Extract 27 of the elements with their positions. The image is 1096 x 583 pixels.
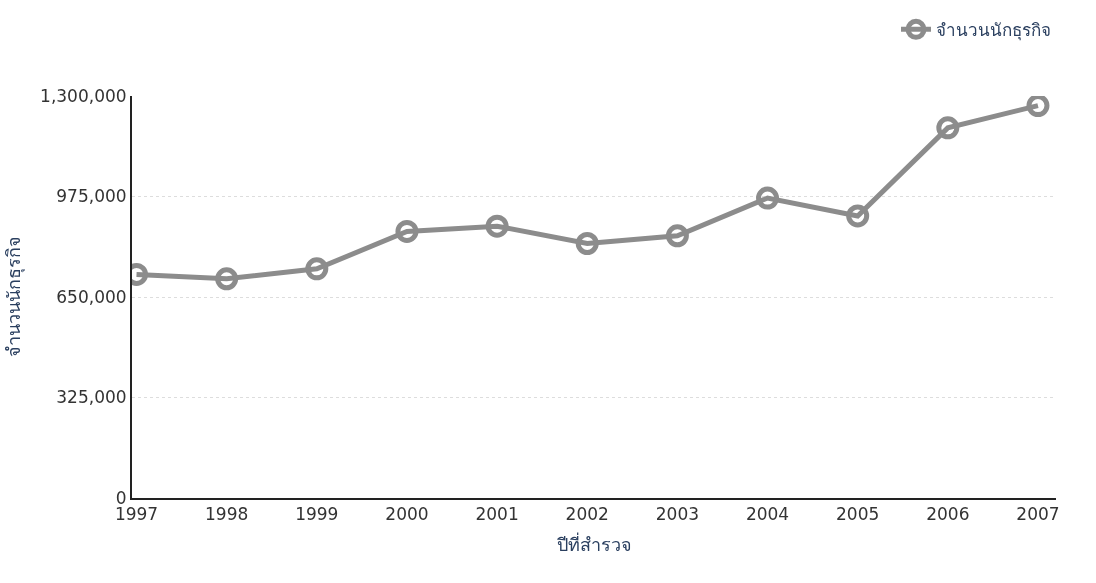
point — [485, 214, 509, 238]
y-tick-label: 650,000 — [56, 286, 127, 307]
x-tick-label: 2000 — [385, 504, 429, 525]
x-tick-label: 2005 — [836, 504, 880, 525]
x-tick-label: 2007 — [1016, 504, 1060, 525]
point — [395, 219, 419, 243]
y-axis-title: จำนวนนักธุรกิจ — [2, 236, 25, 358]
x-tick-label: 1998 — [205, 504, 249, 525]
point — [665, 224, 689, 248]
x-tick-label: 2006 — [926, 504, 970, 525]
x-tick-label: 2004 — [745, 504, 790, 525]
x-tick-label: 1999 — [295, 504, 339, 525]
y-tick-label: 975,000 — [56, 186, 127, 207]
x-tick-label: 2003 — [655, 504, 700, 525]
x-tick-label: 2002 — [565, 504, 609, 525]
point — [936, 116, 960, 140]
y-tick-label: 325,000 — [56, 387, 127, 408]
x-axis-title: ปีที่สำรวจ — [556, 532, 632, 555]
point — [575, 232, 599, 255]
y-tick-label: 1,300,000 — [40, 85, 127, 106]
point — [756, 186, 780, 210]
x-tick-label: 2001 — [475, 504, 519, 525]
point — [1026, 96, 1050, 118]
point — [305, 257, 329, 281]
point — [846, 204, 870, 228]
legend-label: จำนวนนักธุรกิจ — [936, 19, 1051, 41]
point — [215, 267, 239, 291]
